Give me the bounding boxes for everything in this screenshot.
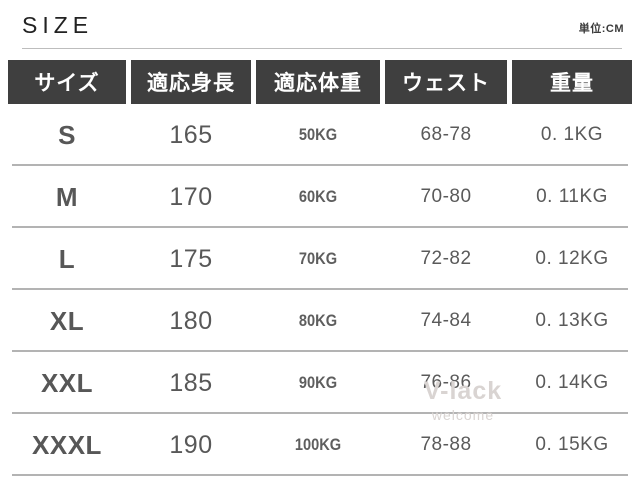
table-row: S 165 50KG 68-78 0. 1KG (0, 104, 640, 166)
cell-waist: 68-78 (420, 124, 472, 145)
cell-net: 0. 12KG (535, 248, 609, 269)
cell-weight: 100KG (294, 435, 342, 454)
cell-height: 175 (169, 244, 213, 273)
table-row: L 175 70KG 72-82 0. 12KG (0, 228, 640, 290)
cell-size: XXXL (32, 429, 102, 460)
column-header-weight: 適応体重 (256, 60, 380, 104)
cell-size: XXL (40, 367, 94, 398)
cell-size: L (58, 243, 76, 274)
cell-net: 0. 14KG (535, 372, 609, 393)
row-divider (12, 350, 628, 352)
column-header-waist: ウェスト (385, 60, 507, 104)
cell-weight: 60KG (298, 187, 338, 206)
column-header-net: 重量 (512, 60, 632, 104)
cell-height: 190 (169, 430, 213, 459)
table-body: S 165 50KG 68-78 0. 1KG M 170 60KG 70-80… (0, 104, 640, 476)
row-divider (12, 288, 628, 290)
cell-weight: 50KG (298, 125, 338, 144)
cell-height: 165 (169, 120, 213, 149)
row-divider (12, 226, 628, 228)
cell-size: S (58, 119, 76, 150)
table-row: XL 180 80KG 74-84 0. 13KG (0, 290, 640, 352)
cell-waist: 72-82 (420, 248, 472, 269)
table-row: XXXL 190 100KG 78-88 0. 15KG (0, 414, 640, 476)
cell-waist: 74-84 (420, 310, 472, 331)
unit-note: 単位:CM (578, 23, 624, 35)
cell-waist: 78-88 (420, 434, 472, 455)
cell-weight: 90KG (298, 373, 338, 392)
cell-waist: 76-86 (420, 372, 472, 393)
cell-height: 180 (169, 306, 213, 335)
page-title: SIZE (22, 12, 94, 38)
table-header-row: サイズ 適応身長 適応体重 ウェスト 重量 (0, 60, 640, 104)
title-divider (22, 48, 622, 49)
table-row: XXL 185 90KG 76-86 0. 14KG (0, 352, 640, 414)
cell-net: 0. 1KG (540, 124, 604, 145)
cell-net: 0. 11KG (536, 186, 608, 207)
column-header-size: サイズ (8, 60, 126, 104)
cell-height: 185 (169, 368, 213, 397)
cell-size: M (55, 181, 79, 212)
table-row: M 170 60KG 70-80 0. 11KG (0, 166, 640, 228)
cell-height: 170 (169, 182, 213, 211)
cell-waist: 70-80 (420, 186, 472, 207)
row-divider (12, 412, 628, 414)
chart-title-row: SIZE 単位:CM (0, 0, 640, 52)
row-divider (12, 474, 628, 476)
cell-weight: 70KG (298, 249, 338, 268)
cell-net: 0. 15KG (535, 434, 609, 455)
row-divider (12, 164, 628, 166)
column-header-height: 適応身長 (131, 60, 251, 104)
cell-net: 0. 13KG (535, 310, 609, 331)
cell-weight: 80KG (298, 311, 338, 330)
cell-size: XL (49, 305, 85, 336)
